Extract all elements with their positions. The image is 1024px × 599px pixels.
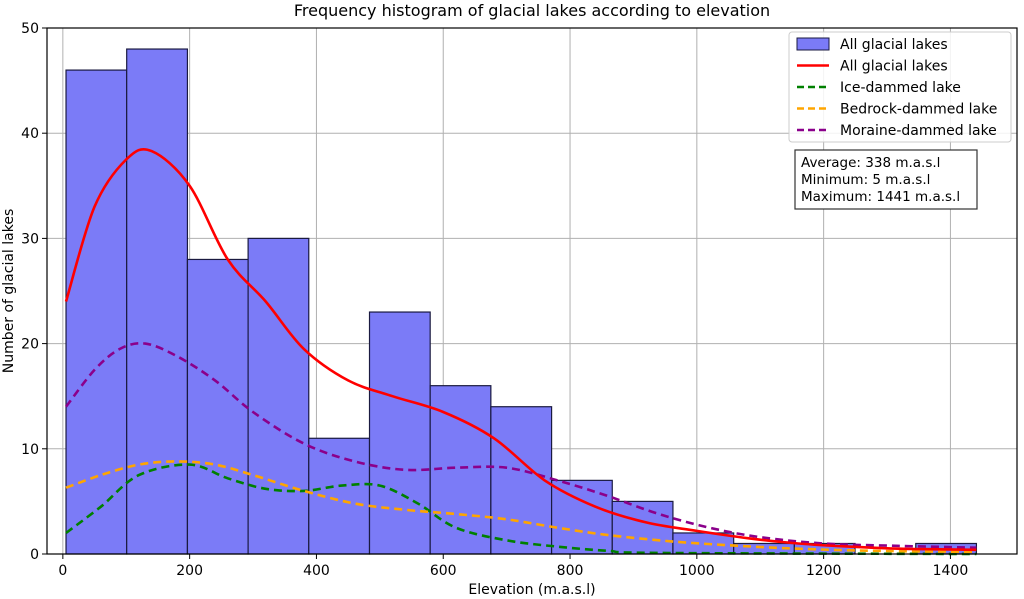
x-tick-label: 1000 — [679, 563, 715, 579]
legend-label: Bedrock-dammed lake — [840, 102, 997, 118]
density-curves — [64, 147, 977, 556]
legend-label: All glacial lakes — [840, 37, 948, 53]
legend: All glacial lakes All glacial lakes Ice-da… — [788, 31, 1012, 143]
histogram-bar — [247, 237, 310, 555]
plot-frame — [46, 27, 1018, 555]
histogram-bar — [368, 311, 431, 555]
x-axis-ticks: 0 200 400 600 800 1000 1200 1400 — [58, 554, 968, 579]
histogram-bar — [308, 437, 371, 555]
statistics-maximum: Maximum: 1441 m.a.s.l — [801, 189, 960, 205]
y-axis-label: Number of glacial lakes — [1, 209, 17, 373]
histogram-bar — [490, 406, 553, 555]
statistics-box — [794, 149, 978, 210]
y-tick-label: 50 — [21, 21, 39, 37]
legend-label: Ice-dammed lake — [840, 80, 961, 96]
y-tick-label: 10 — [21, 442, 39, 458]
y-tick-label: 20 — [21, 337, 39, 353]
x-axis-label: Elevation (m.a.s.l) — [468, 582, 595, 598]
curve-moraine-dammed-lake — [64, 342, 977, 549]
histogram-bar — [186, 258, 249, 555]
x-tick-label: 600 — [430, 563, 457, 579]
legend-patch — [796, 37, 830, 51]
histogram-bars — [65, 48, 978, 555]
histogram-bar — [65, 69, 128, 555]
curve-ice-dammed-lake — [65, 463, 977, 556]
y-tick-label: 0 — [30, 547, 39, 563]
statistics-average: Average: 338 m.a.s.l — [801, 155, 940, 171]
legend-label: All glacial lakes — [840, 59, 948, 75]
histogram-bar — [126, 48, 189, 555]
x-tick-label: 1200 — [806, 563, 842, 579]
y-axis-ticks: 0 10 20 30 40 50 — [21, 21, 47, 563]
x-tick-label: 200 — [176, 563, 203, 579]
histogram-bar — [611, 500, 674, 555]
x-tick-label: 800 — [557, 563, 584, 579]
x-tick-label: 0 — [58, 563, 67, 579]
x-tick-label: 400 — [303, 563, 330, 579]
x-tick-label: 1400 — [933, 563, 969, 579]
chart-title: Frequency histogram of glacial lakes acc… — [294, 1, 770, 20]
legend-box — [788, 31, 1012, 143]
legend-label: Moraine-dammed lake — [840, 123, 997, 139]
statistics-minimum: Minimum: 5 m.a.s.l — [801, 172, 930, 188]
statistics-annotation: Average: 338 m.a.s.l Minimum: 5 m.a.s.l … — [794, 149, 978, 210]
y-tick-label: 30 — [21, 231, 39, 247]
y-tick-label: 40 — [21, 126, 39, 142]
curve-all-glacial-lakes — [64, 147, 977, 552]
